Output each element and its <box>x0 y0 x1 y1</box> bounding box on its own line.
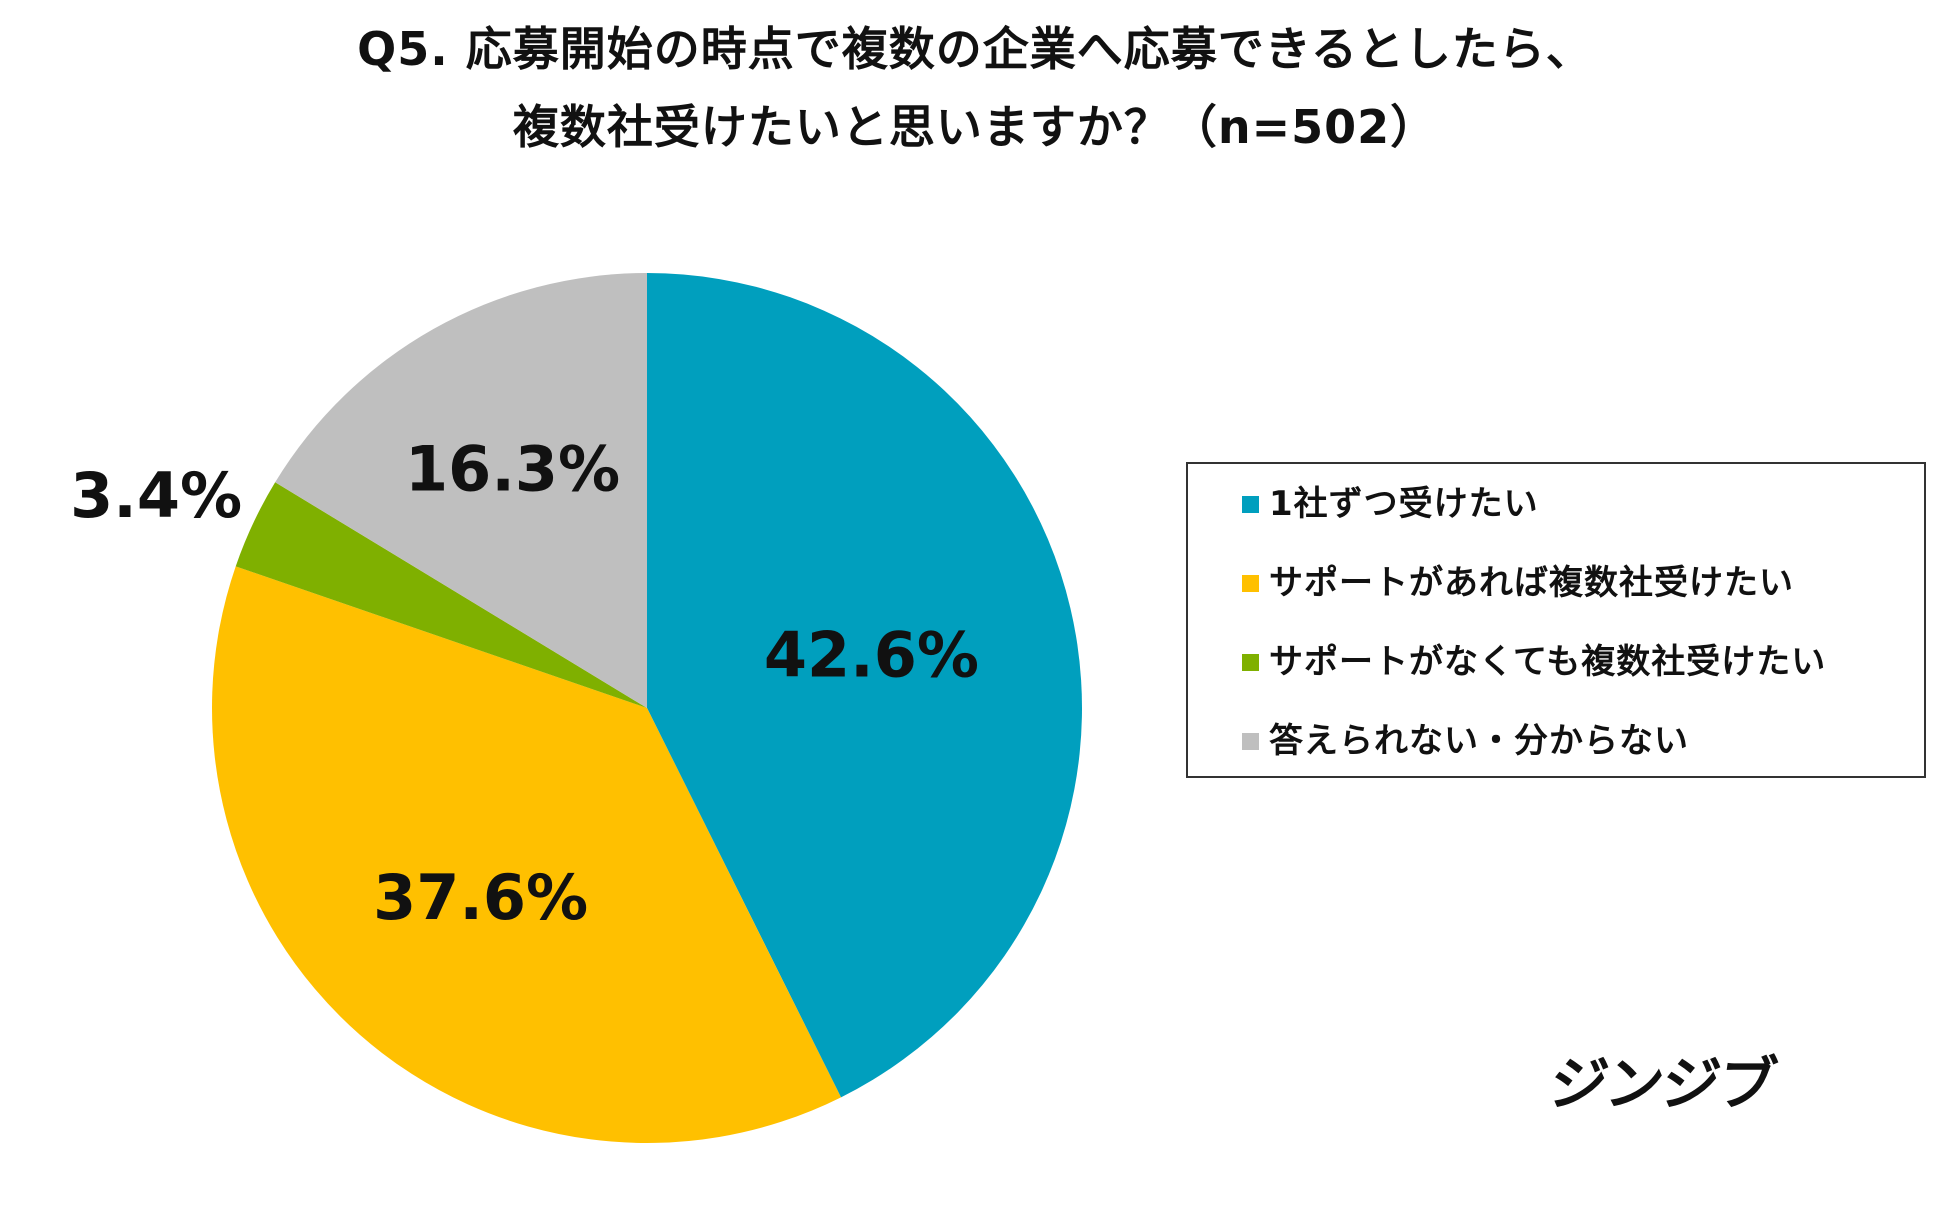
pie-slice-4 <box>275 273 647 708</box>
legend-item-1: 1社ずつ受けたい <box>1242 484 1539 524</box>
legend-item-2: サポートがあれば複数社受けたい <box>1242 563 1794 603</box>
pie-slices <box>212 273 1082 1143</box>
pie-label-2: 37.6% <box>373 861 588 934</box>
legend-swatch-2 <box>1242 574 1259 592</box>
legend-item-3: サポートがなくても複数社受けたい <box>1242 642 1826 682</box>
pie-label-4: 16.3% <box>405 433 620 506</box>
chart-title-line-1: Q5. 応募開始の時点で複数の企業へ応募できるとしたら、 <box>357 22 1593 76</box>
pie-labels: 42.6% 37.6% 3.4% 16.3% <box>70 433 979 934</box>
pie-slice-3 <box>235 482 648 708</box>
brand-logo: ジンジブ <box>1545 1050 1779 1118</box>
legend-label-2: サポートがあれば複数社受けたい <box>1269 563 1794 603</box>
legend-swatch-1 <box>1242 495 1259 513</box>
legend-swatch-4 <box>1242 732 1259 750</box>
legend-label-1: 1社ずつ受けたい <box>1269 484 1539 524</box>
legend-label-3: サポートがなくても複数社受けたい <box>1269 642 1827 682</box>
pie-label-3: 3.4% <box>70 459 242 532</box>
chart-title-line-2: 複数社受けたいと思いますか？（n=502） <box>512 100 1438 154</box>
pie-label-1: 42.6% <box>764 619 979 692</box>
legend-item-4: 答えられない・分からない <box>1242 721 1689 761</box>
legend-label-4: 答えられない・分からない <box>1269 721 1689 761</box>
pie-slice-1 <box>647 273 1082 1098</box>
pie-slice-2 <box>212 566 842 1143</box>
chart-legend: 1社ずつ受けたい サポートがあれば複数社受けたい サポートがなくても複数社受けた… <box>1186 462 1926 778</box>
legend-swatch-3 <box>1242 653 1259 671</box>
